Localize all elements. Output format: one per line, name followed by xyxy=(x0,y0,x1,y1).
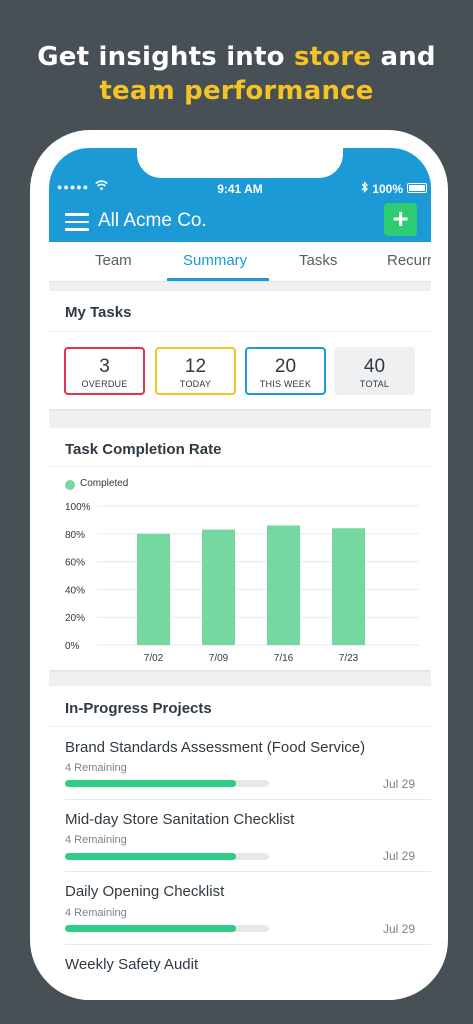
projects-title: In-Progress Projects xyxy=(65,700,212,717)
tab-summary[interactable]: Summary xyxy=(183,252,248,269)
project-due-date: Jul 29 xyxy=(382,922,415,936)
divider xyxy=(65,871,431,872)
project-due-date: Jul 29 xyxy=(382,777,415,791)
signal-icon: ●●●●● xyxy=(57,182,90,192)
divider xyxy=(49,726,431,727)
x-tick-label: 7/16 xyxy=(274,653,294,664)
stat-value: 40 xyxy=(363,356,386,377)
bar[interactable] xyxy=(267,525,300,645)
project-progress-fill xyxy=(65,853,237,860)
wifi-icon xyxy=(95,180,108,194)
tab-recurring[interactable]: Recurri xyxy=(387,252,431,269)
stat-total[interactable]: 40 TOTAL xyxy=(334,347,415,395)
stat-label: TODAY xyxy=(179,379,212,389)
completion-rate-card: Task Completion Rate Completed 100% 80% 60… xyxy=(49,428,431,670)
project-due-date: Jul 29 xyxy=(382,849,415,863)
x-tick-label: 7/09 xyxy=(209,653,229,664)
bar[interactable] xyxy=(137,533,170,645)
completion-chart: 100% 80% 60% 40% 20% 0% 7/02 7/09 7/16 7/23 xyxy=(65,502,419,664)
my-tasks-title: My Tasks xyxy=(65,304,132,321)
my-tasks-card: My Tasks 3 OVERDUE 12 TODAY 20 THIS WEEK… xyxy=(49,291,431,409)
stat-today[interactable]: 12 TODAY xyxy=(155,347,236,395)
divider xyxy=(49,466,431,467)
tab-team[interactable]: Team xyxy=(95,252,132,269)
y-tick-label: 100% xyxy=(65,502,91,513)
y-tick-label: 0% xyxy=(65,641,80,652)
project-name: Brand Standards Assessment (Food Service… xyxy=(65,739,366,756)
status-time: 9:41 AM xyxy=(217,182,263,196)
bar[interactable] xyxy=(202,529,235,645)
headline-line-1: Get insights into store and xyxy=(37,42,436,72)
project-name: Mid-day Store Sanitation Checklist xyxy=(65,811,295,828)
x-tick-label: 7/02 xyxy=(144,653,164,664)
bar[interactable] xyxy=(332,528,365,645)
organization-title[interactable]: All Acme Co. xyxy=(98,210,207,231)
project-progress-bar xyxy=(65,925,269,932)
phone-frame: ●●●●● 9:41 AM 100% All Acme Co. + Team S… xyxy=(30,130,448,1000)
stat-this-week[interactable]: 20 THIS WEEK xyxy=(245,347,326,395)
project-progress-fill xyxy=(65,780,237,787)
legend-swatch xyxy=(65,480,75,490)
stat-label: TOTAL xyxy=(359,379,390,389)
tab-tasks[interactable]: Tasks xyxy=(299,252,338,269)
completion-rate-title: Task Completion Rate xyxy=(65,441,222,458)
x-tick-label: 7/23 xyxy=(339,653,359,664)
status-bar: ●●●●● 9:41 AM 100% xyxy=(49,180,431,196)
stat-value: 20 xyxy=(274,356,297,377)
promo-headline: Get insights into store and team perform… xyxy=(0,40,473,108)
divider xyxy=(65,944,431,945)
project-progress-bar xyxy=(65,780,269,787)
active-tab-indicator xyxy=(167,278,269,281)
y-tick-label: 20% xyxy=(65,613,85,624)
bluetooth-icon xyxy=(361,180,369,196)
project-progress-bar xyxy=(65,853,269,860)
projects-card: In-Progress Projects Brand Standards Ass… xyxy=(49,686,431,1000)
battery-percent: 100% xyxy=(372,182,403,196)
stat-label: OVERDUE xyxy=(81,379,128,389)
headline-line-2: team performance xyxy=(99,76,374,106)
y-tick-label: 40% xyxy=(65,585,85,596)
battery-icon xyxy=(407,183,427,193)
project-name: Daily Opening Checklist xyxy=(65,883,225,900)
menu-icon[interactable] xyxy=(65,213,89,231)
y-tick-label: 80% xyxy=(65,530,85,541)
project-remaining: 4 Remaining xyxy=(65,834,127,846)
stat-value: 3 xyxy=(99,356,110,377)
divider xyxy=(65,799,431,800)
project-remaining: 4 Remaining xyxy=(65,907,127,919)
divider xyxy=(49,331,431,332)
y-tick-label: 60% xyxy=(65,558,85,569)
project-remaining: 4 Remaining xyxy=(65,762,127,774)
app-screen: ●●●●● 9:41 AM 100% All Acme Co. + Team S… xyxy=(49,148,431,1000)
phone-notch xyxy=(137,148,343,178)
project-name: Weekly Safety Audit xyxy=(65,956,199,973)
add-button[interactable]: + xyxy=(384,203,417,236)
stat-label: THIS WEEK xyxy=(259,379,312,389)
stat-value: 12 xyxy=(184,356,207,377)
legend-label: Completed xyxy=(80,478,129,489)
project-progress-fill xyxy=(65,925,237,932)
stat-overdue[interactable]: 3 OVERDUE xyxy=(64,347,145,395)
tab-bar: Team Summary Tasks Recurri xyxy=(49,242,431,282)
